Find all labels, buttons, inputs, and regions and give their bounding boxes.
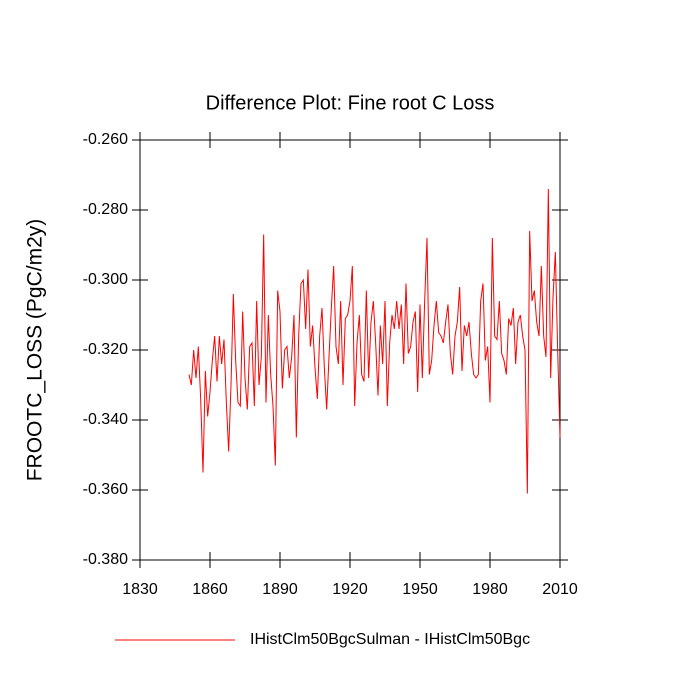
y-tick-label: -0.360 [83, 481, 128, 498]
x-tick-label: 1920 [332, 581, 368, 598]
x-tick-label: 1890 [262, 581, 298, 598]
y-axis-label: FROOTC_LOSS (PgC/m2y) [24, 219, 47, 482]
x-tick-label: 1980 [472, 581, 508, 598]
y-tick-label: -0.260 [83, 131, 128, 148]
y-tick-label: -0.300 [83, 271, 128, 288]
data-line [188, 188, 561, 494]
plot-frame [139, 139, 561, 561]
x-tick-label: 2010 [542, 581, 578, 598]
x-tick-label: 1860 [192, 581, 228, 598]
y-tick-label: -0.320 [83, 341, 128, 358]
y-tick-label: -0.280 [83, 201, 128, 218]
x-tick-label: 1950 [402, 581, 438, 598]
y-tick-label: -0.380 [83, 551, 128, 568]
legend-label: IHistClm50BgcSulman - IHistClm50Bgc [250, 631, 530, 648]
y-tick-label: -0.340 [83, 411, 128, 428]
chart-title: Difference Plot: Fine root C Loss [206, 92, 495, 114]
x-tick-label: 1830 [122, 581, 158, 598]
